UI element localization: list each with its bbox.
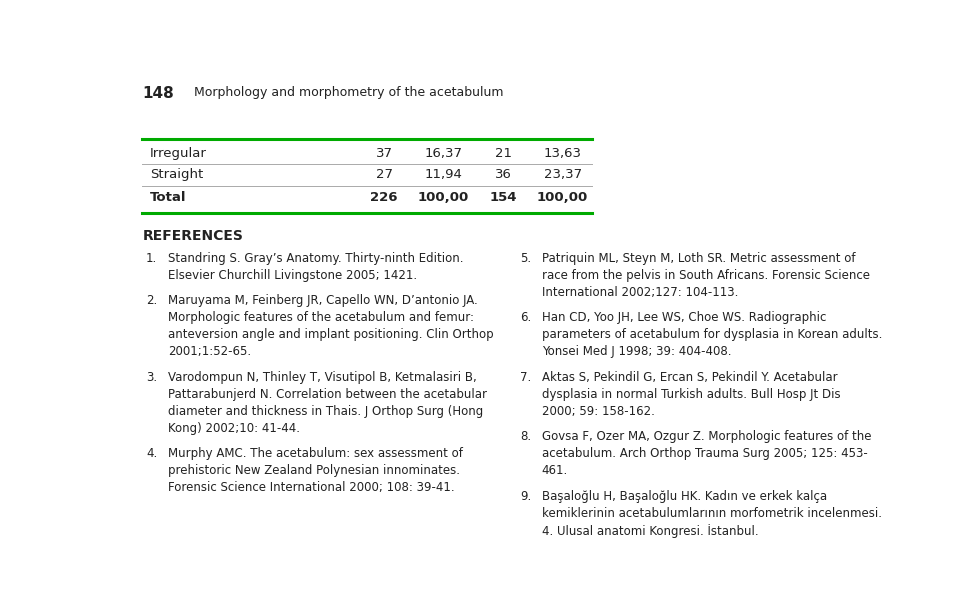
Text: 2.: 2.	[146, 294, 157, 307]
Text: 13,63: 13,63	[543, 147, 582, 161]
Text: Maruyama M, Feinberg JR, Capello WN, D’antonio JA.: Maruyama M, Feinberg JR, Capello WN, D’a…	[168, 294, 478, 307]
Text: Murphy AMC. The acetabulum: sex assessment of: Murphy AMC. The acetabulum: sex assessme…	[168, 447, 464, 460]
Text: 226: 226	[371, 191, 397, 204]
Text: 21: 21	[494, 147, 512, 161]
Text: 148: 148	[142, 86, 174, 101]
Text: REFERENCES: REFERENCES	[142, 229, 243, 243]
Text: race from the pelvis in South Africans. Forensic Science: race from the pelvis in South Africans. …	[541, 269, 870, 282]
Text: 3.: 3.	[146, 371, 157, 384]
Text: Başaloğlu H, Başaloğlu HK. Kadın ve erkek kalça: Başaloğlu H, Başaloğlu HK. Kadın ve erke…	[541, 490, 827, 503]
Text: diameter and thickness in Thais. J Orthop Surg (Hong: diameter and thickness in Thais. J Ortho…	[168, 405, 484, 418]
Text: 36: 36	[494, 168, 512, 181]
Text: 27: 27	[375, 168, 393, 181]
Text: acetabulum. Arch Orthop Trauma Surg 2005; 125: 453-: acetabulum. Arch Orthop Trauma Surg 2005…	[541, 447, 868, 460]
Text: 5.: 5.	[520, 252, 532, 265]
Text: Irregular: Irregular	[150, 147, 206, 161]
Text: Elsevier Churchill Livingstone 2005; 1421.: Elsevier Churchill Livingstone 2005; 142…	[168, 269, 418, 282]
Text: Total: Total	[150, 191, 186, 204]
Text: 16,37: 16,37	[424, 147, 463, 161]
Text: anteversion angle and implant positioning. Clin Orthop: anteversion angle and implant positionin…	[168, 328, 494, 341]
Text: 11,94: 11,94	[424, 168, 463, 181]
Text: 100,00: 100,00	[418, 191, 469, 204]
Text: 23,37: 23,37	[543, 168, 582, 181]
Text: 6.: 6.	[520, 311, 532, 324]
Text: 100,00: 100,00	[537, 191, 588, 204]
Text: Kong) 2002;10: 41-44.: Kong) 2002;10: 41-44.	[168, 422, 300, 435]
Text: dysplasia in normal Turkish adults. Bull Hosp Jt Dis: dysplasia in normal Turkish adults. Bull…	[541, 388, 840, 401]
Text: 1.: 1.	[146, 252, 157, 265]
Text: Straight: Straight	[150, 168, 203, 181]
Text: kemiklerinin acetabulumlarının morfometrik incelenmesi.: kemiklerinin acetabulumlarının morfometr…	[541, 507, 882, 520]
Text: Han CD, Yoo JH, Lee WS, Choe WS. Radiographic: Han CD, Yoo JH, Lee WS, Choe WS. Radiogr…	[541, 311, 827, 324]
Text: Morphology and morphometry of the acetabulum: Morphology and morphometry of the acetab…	[194, 86, 504, 99]
Text: 9.: 9.	[520, 490, 532, 503]
Text: Yonsei Med J 1998; 39: 404-408.: Yonsei Med J 1998; 39: 404-408.	[541, 346, 732, 358]
Text: prehistoric New Zealand Polynesian innominates.: prehistoric New Zealand Polynesian innom…	[168, 464, 461, 477]
Text: 4. Ulusal anatomi Kongresi. İstanbul.: 4. Ulusal anatomi Kongresi. İstanbul.	[541, 524, 758, 538]
Text: 8.: 8.	[520, 430, 532, 443]
Text: Pattarabunjerd N. Correlation between the acetabular: Pattarabunjerd N. Correlation between th…	[168, 388, 488, 401]
Text: Standring S. Gray’s Anatomy. Thirty-ninth Edition.: Standring S. Gray’s Anatomy. Thirty-nint…	[168, 252, 464, 265]
Text: Varodompun N, Thinley T, Visutipol B, Ketmalasiri B,: Varodompun N, Thinley T, Visutipol B, Ke…	[168, 371, 477, 384]
Text: 154: 154	[490, 191, 516, 204]
Text: 2000; 59: 158-162.: 2000; 59: 158-162.	[541, 405, 655, 418]
Text: Forensic Science International 2000; 108: 39-41.: Forensic Science International 2000; 108…	[168, 482, 455, 494]
Text: Morphologic features of the acetabulum and femur:: Morphologic features of the acetabulum a…	[168, 311, 474, 324]
Text: 4.: 4.	[146, 447, 157, 460]
Text: Patriquin ML, Steyn M, Loth SR. Metric assessment of: Patriquin ML, Steyn M, Loth SR. Metric a…	[541, 252, 855, 265]
Text: Govsa F, Ozer MA, Ozgur Z. Morphologic features of the: Govsa F, Ozer MA, Ozgur Z. Morphologic f…	[541, 430, 872, 443]
Text: 7.: 7.	[520, 371, 532, 384]
Text: 461.: 461.	[541, 464, 568, 477]
Text: 2001;1:52-65.: 2001;1:52-65.	[168, 346, 252, 358]
Text: International 2002;127: 104-113.: International 2002;127: 104-113.	[541, 286, 738, 299]
Text: 37: 37	[375, 147, 393, 161]
Text: parameters of acetabulum for dysplasia in Korean adults.: parameters of acetabulum for dysplasia i…	[541, 328, 882, 341]
Text: Aktas S, Pekindil G, Ercan S, Pekindil Y. Acetabular: Aktas S, Pekindil G, Ercan S, Pekindil Y…	[541, 371, 837, 384]
